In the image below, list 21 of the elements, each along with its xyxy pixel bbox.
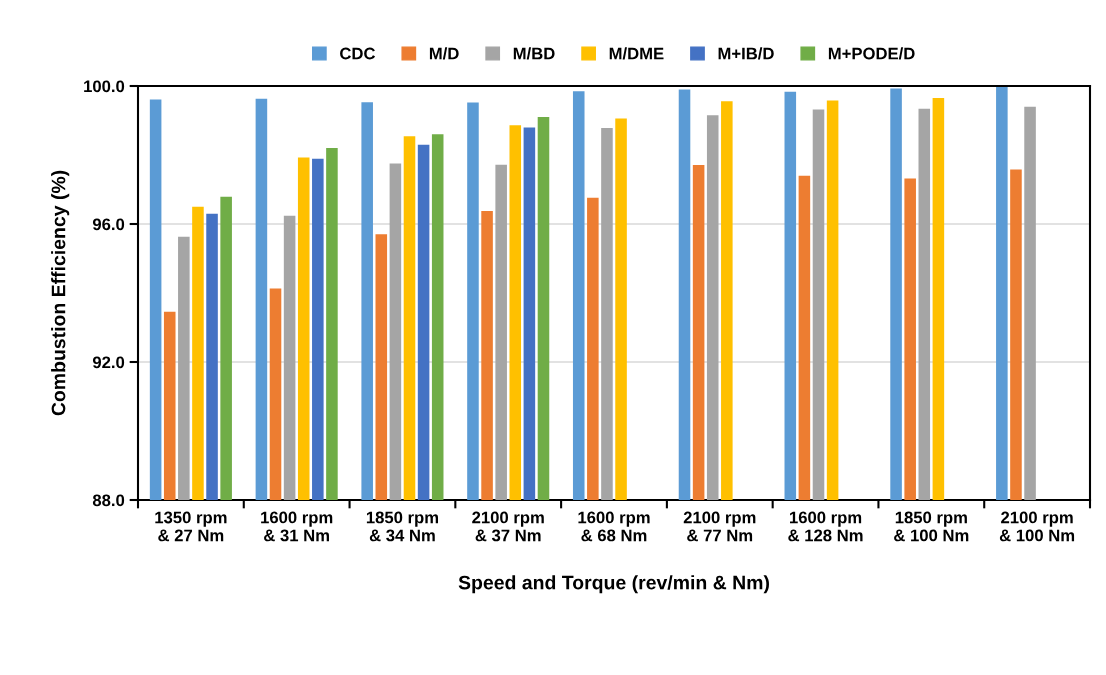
x-tick-label: 1350 rpm & 27 Nm — [155, 511, 227, 542]
x-tick-label: 1600 rpm & 31 Nm — [261, 511, 333, 542]
x-axis-title: Speed and Torque (rev/min & Nm) — [458, 575, 769, 594]
x-tick-label: 2100 rpm & 37 Nm — [472, 511, 544, 542]
y-tick-label: 88.0 — [92, 494, 125, 507]
legend-label: M+IB/D — [718, 47, 774, 60]
y-tick-label: 100.0 — [84, 80, 125, 93]
x-tick-label: 1850 rpm & 34 Nm — [366, 511, 439, 542]
x-tick-label: 2100 rpm & 77 Nm — [683, 511, 756, 542]
x-tick-label: 1850 rpm & 100 Nm — [894, 511, 969, 542]
legend-label: M/D — [429, 47, 459, 60]
x-tick-label: 1600 rpm & 68 Nm — [578, 511, 650, 542]
y-tick-label: 96.0 — [92, 218, 125, 231]
legend-label: M+PODE/D — [828, 47, 915, 60]
legend-label: M/DME — [609, 47, 664, 60]
x-tick-label: 1600 rpm & 128 Nm — [788, 511, 863, 542]
y-axis-title: Combustion Efficiency (%) — [51, 170, 70, 416]
legend-label: CDC — [340, 47, 376, 60]
x-tick-label: 2100 rpm & 100 Nm — [999, 511, 1075, 542]
y-tick-label: 92.0 — [92, 356, 125, 369]
legend-label: M/BD — [513, 47, 555, 60]
